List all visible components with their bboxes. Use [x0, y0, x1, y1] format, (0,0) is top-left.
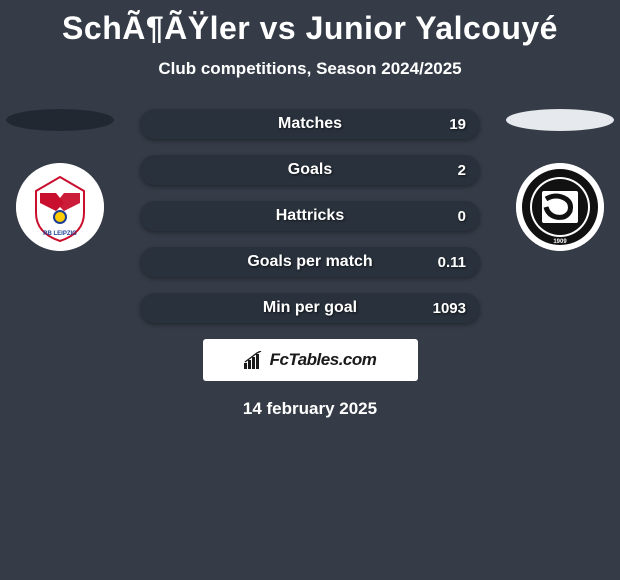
- content-area: RB LEIPZIG 1909: [0, 109, 620, 419]
- stat-label: Goals per match: [247, 253, 372, 271]
- stat-row-matches: Matches 19: [140, 109, 480, 139]
- stat-row-goals: Goals 2: [140, 155, 480, 185]
- stat-value-right: 0.11: [438, 254, 466, 271]
- page-title: SchÃ¶ÃŸler vs Junior Yalcouyé: [0, 10, 620, 47]
- stat-value-right: 19: [449, 116, 466, 133]
- right-color-ellipse: [506, 109, 614, 131]
- stat-label: Hattricks: [276, 207, 344, 225]
- page-subtitle: Club competitions, Season 2024/2025: [0, 59, 620, 79]
- stat-value-right: 1093: [433, 300, 466, 317]
- stat-label: Matches: [278, 115, 342, 133]
- bar-chart-icon: [244, 351, 266, 369]
- stat-row-min-per-goal: Min per goal 1093: [140, 293, 480, 323]
- stat-value-right: 2: [458, 162, 466, 179]
- stat-label: Goals: [288, 161, 332, 179]
- stat-row-goals-per-match: Goals per match 0.11: [140, 247, 480, 277]
- rb-leipzig-icon: RB LEIPZIG: [16, 163, 104, 251]
- left-team-crest: RB LEIPZIG: [16, 163, 104, 251]
- right-team-crest: 1909: [516, 163, 604, 251]
- right-player-column: 1909: [500, 109, 620, 251]
- svg-text:1909: 1909: [553, 239, 567, 245]
- comparison-card: SchÃ¶ÃŸler vs Junior Yalcouyé Club compe…: [0, 10, 620, 580]
- left-player-column: RB LEIPZIG: [0, 109, 120, 251]
- stat-row-hattricks: Hattricks 0: [140, 201, 480, 231]
- brand-inner: FcTables.com: [244, 350, 377, 370]
- brand-text: FcTables.com: [270, 350, 377, 370]
- stat-label: Min per goal: [263, 299, 357, 317]
- stat-value-right: 0: [458, 208, 466, 225]
- brand-badge[interactable]: FcTables.com: [203, 339, 418, 381]
- stats-list: Matches 19 Goals 2 Hattricks 0 Goals per…: [140, 109, 480, 323]
- left-color-ellipse: [6, 109, 114, 131]
- svg-text:RB LEIPZIG: RB LEIPZIG: [43, 231, 77, 237]
- date-label: 14 february 2025: [0, 399, 620, 419]
- sk-sturm-graz-icon: 1909: [516, 163, 604, 251]
